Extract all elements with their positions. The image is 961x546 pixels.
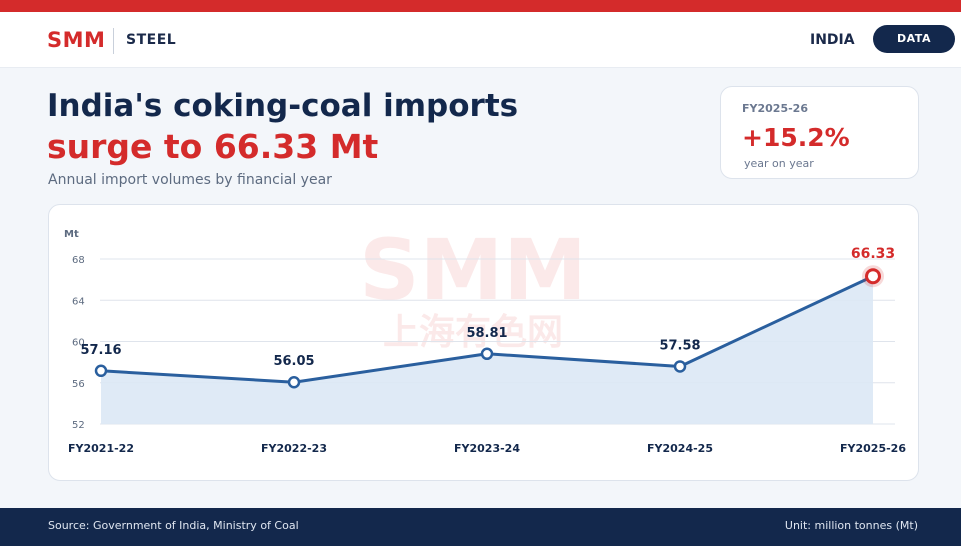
data-label: 58.81 — [466, 326, 507, 341]
header-bar: SMM STEEL INDIA DATA — [0, 12, 961, 68]
country-label[interactable]: INDIA — [810, 32, 855, 48]
kpi-label: FY2025-26 — [742, 102, 808, 115]
y-ticks: 52 56 60 64 68 — [72, 255, 85, 431]
y-tick-label: 64 — [72, 296, 85, 307]
watermark: SMM 上海有色网 — [359, 221, 587, 353]
data-button[interactable]: DATA — [873, 25, 955, 53]
watermark-text: 上海有色网 — [383, 312, 563, 353]
data-point[interactable] — [94, 364, 108, 378]
data-point[interactable] — [480, 347, 494, 361]
brand-logo[interactable]: SMM — [47, 28, 106, 52]
headline-line-1: India's coking-coal imports — [47, 88, 519, 124]
data-point[interactable] — [865, 268, 881, 285]
data-label: 66.33 — [851, 246, 895, 262]
data-label: 57.16 — [80, 343, 121, 358]
headline-subtitle: Annual import volumes by financial year — [48, 172, 332, 188]
y-tick-label: 56 — [72, 379, 85, 390]
data-point[interactable] — [287, 375, 301, 389]
data-label: 57.58 — [659, 338, 700, 353]
data-point[interactable] — [673, 360, 687, 373]
y-axis-label: Mt — [64, 229, 79, 240]
x-tick-label: FY2022-23 — [261, 442, 327, 455]
kpi-sub: year on year — [744, 157, 814, 170]
x-tick-label: FY2024-25 — [647, 442, 713, 455]
series: 57.16 56.05 58.81 57.58 66.33 — [80, 246, 895, 424]
watermark-logo: SMM — [359, 221, 587, 319]
brand-divider — [113, 28, 114, 54]
y-tick-label: 52 — [72, 420, 85, 431]
y-tick-label: 68 — [72, 255, 85, 266]
headline-line-2: surge to 66.33 Mt — [47, 127, 379, 166]
data-label: 56.05 — [273, 354, 314, 369]
x-tick-label: FY2025-26 — [840, 442, 906, 455]
source-note: Source: Government of India, Ministry of… — [48, 519, 299, 532]
x-tick-label: FY2021-22 — [68, 442, 134, 455]
section-label[interactable]: STEEL — [126, 32, 177, 48]
y-tick-label: 60 — [72, 338, 85, 349]
unit-note: Unit: million tonnes (Mt) — [784, 519, 918, 532]
footer-bar: Source: Government of India, Ministry of… — [0, 508, 961, 546]
x-ticks: FY2021-22 FY2022-23 FY2023-24 FY2024-25 FY20… — [68, 442, 906, 455]
x-tick-label: FY2023-24 — [454, 442, 520, 455]
kpi-card: FY2025-26 +15.2% year on year — [720, 86, 919, 179]
top-accent-bar — [0, 0, 961, 12]
kpi-value: +15.2% — [742, 123, 850, 152]
